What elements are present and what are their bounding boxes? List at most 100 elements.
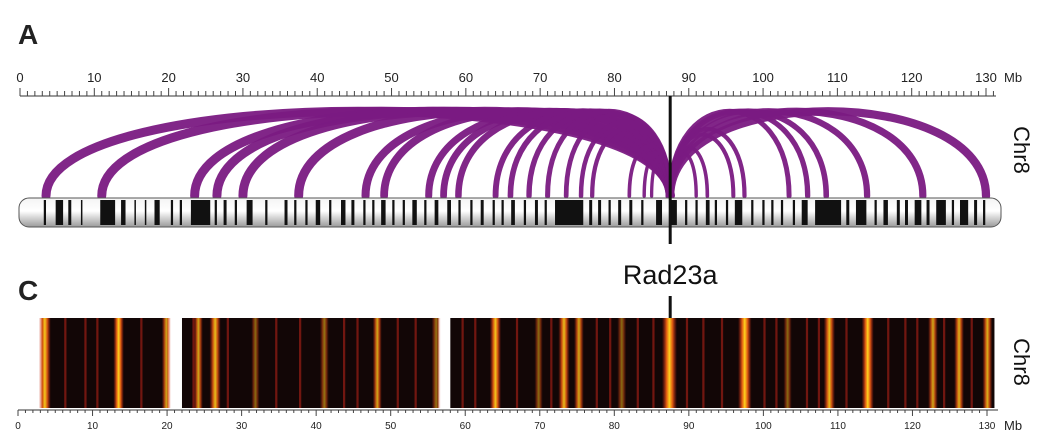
heatmap-segment [41,318,168,408]
top-axis-tick-label: 120 [901,70,923,85]
top-axis-tick-label: 20 [161,70,175,85]
chromosome-label-top: Chr8 [1009,126,1034,174]
chromosome-band [480,200,484,225]
top-axis-unit: Mb [1004,70,1022,85]
bottom-axis: 0 10 20 30 40 50 60 70 80 90 100 110 120 130 Mb [15,409,1022,433]
top-axis-tick-label: 60 [459,70,473,85]
chromosome-band [80,200,83,225]
heatmap-hot-band [738,318,752,408]
heatmap-warm-band [299,318,302,408]
panel-label-c: C [18,275,38,306]
chromosome-band [936,200,946,225]
chromosome-band [392,200,395,225]
chromosome-band [315,200,321,225]
chromosome-band [846,200,850,225]
chromosome-band [179,200,182,225]
chromosome-band [983,200,986,225]
top-axis-tick-label: 10 [87,70,101,85]
heatmap-warm-band [595,318,598,408]
chromosome-band [544,200,547,225]
chromosome-band [629,200,633,225]
bottom-axis-tick-label: 0 [15,421,21,432]
top-axis-tick-label: 110 [827,70,848,85]
chromosome-band [883,200,888,225]
chromosome-band [771,200,774,225]
heatmap-hot-band [319,318,329,408]
bottom-axis-tick-label: 40 [311,421,323,432]
chromosome-band [714,200,718,225]
heatmap-warm-band [702,318,705,408]
chromosome-band [55,200,64,225]
chromosome-band [725,200,729,225]
chromosome-band [815,200,842,225]
chromosome-band [492,200,495,225]
heatmap-hot-band [372,318,382,408]
heatmap-warm-band [396,318,399,408]
heatmap-hot-band [661,318,677,408]
heatmap-warm-band [550,318,553,408]
top-axis-tick-label: 0 [16,70,23,85]
heatmap-hot-band [431,318,441,408]
chromosome-band [329,200,332,225]
chromosome-band [223,200,227,225]
bottom-axis-unit: Mb [1004,418,1022,433]
heatmap-warm-band [685,318,689,408]
bottom-axis-tick-label: 50 [385,421,397,432]
heatmap-warm-band [140,318,143,408]
chromosome-band [608,200,611,225]
chromosome-label-bottom: Chr8 [1009,338,1034,386]
chromosome-band [144,200,147,225]
heatmap-hot-band [113,318,124,408]
top-axis-tick-label: 80 [607,70,621,85]
top-axis-tick-label: 70 [533,70,547,85]
heatmap-warm-band [805,318,809,408]
bottom-axis-tick-label: 110 [830,421,846,432]
chromosome-band [121,200,126,225]
heatmap-hot-band [954,318,964,408]
chromosome-band [43,200,47,225]
bottom-axis-tick-label: 100 [755,421,772,432]
heatmap-warm-band [636,318,639,408]
chromosome-band [670,200,677,225]
chromosome-band [705,200,710,225]
chromosome-band [618,200,622,225]
chromosome-band [762,200,765,225]
chromosome-band [792,200,796,225]
chromosome-ideogram [18,197,1002,228]
chromosome-band [434,200,439,225]
heatmap-warm-band [226,318,229,408]
chromosome-body [18,197,1002,228]
chromosome-band [294,200,297,225]
heatmap-hot-band [558,318,570,408]
chromosome-band [214,200,217,225]
chromosome-band [381,200,386,225]
chromosome-band [447,200,451,225]
heatmap-warm-band [904,318,907,408]
chromosome-band [154,200,160,225]
top-axis: 0 10 20 30 40 50 60 70 80 90 100 110 120 130 Mb [16,70,1022,97]
bottom-axis-tick-label: 60 [460,421,472,432]
heatmap-hot-band [489,318,502,408]
chromosome-band [234,200,237,225]
top-axis-tick-label: 30 [236,70,250,85]
heatmap-warm-band [192,318,195,408]
heatmap-hot-band [209,318,221,408]
heatmap-warm-band [887,318,890,408]
heatmap-warm-band [515,318,519,408]
chromosome-band [734,200,743,225]
top-axis-tick-label: 50 [384,70,398,85]
heatmap-warm-band [720,318,724,408]
chromosome-band [641,200,644,225]
bottom-axis-tick-label: 70 [534,421,546,432]
heatmap-hot-band [982,318,993,408]
chromosome-band [656,200,663,225]
heatmap-warm-band [461,318,464,408]
chromosome-band [265,200,268,225]
heatmap-hot-band [783,318,792,408]
heatmap-hot-band [574,318,584,408]
heatmap-hot-band [823,318,835,408]
chromosome-band [801,200,808,225]
heatmap-warm-band [970,318,973,408]
chromosome-band [424,200,427,225]
